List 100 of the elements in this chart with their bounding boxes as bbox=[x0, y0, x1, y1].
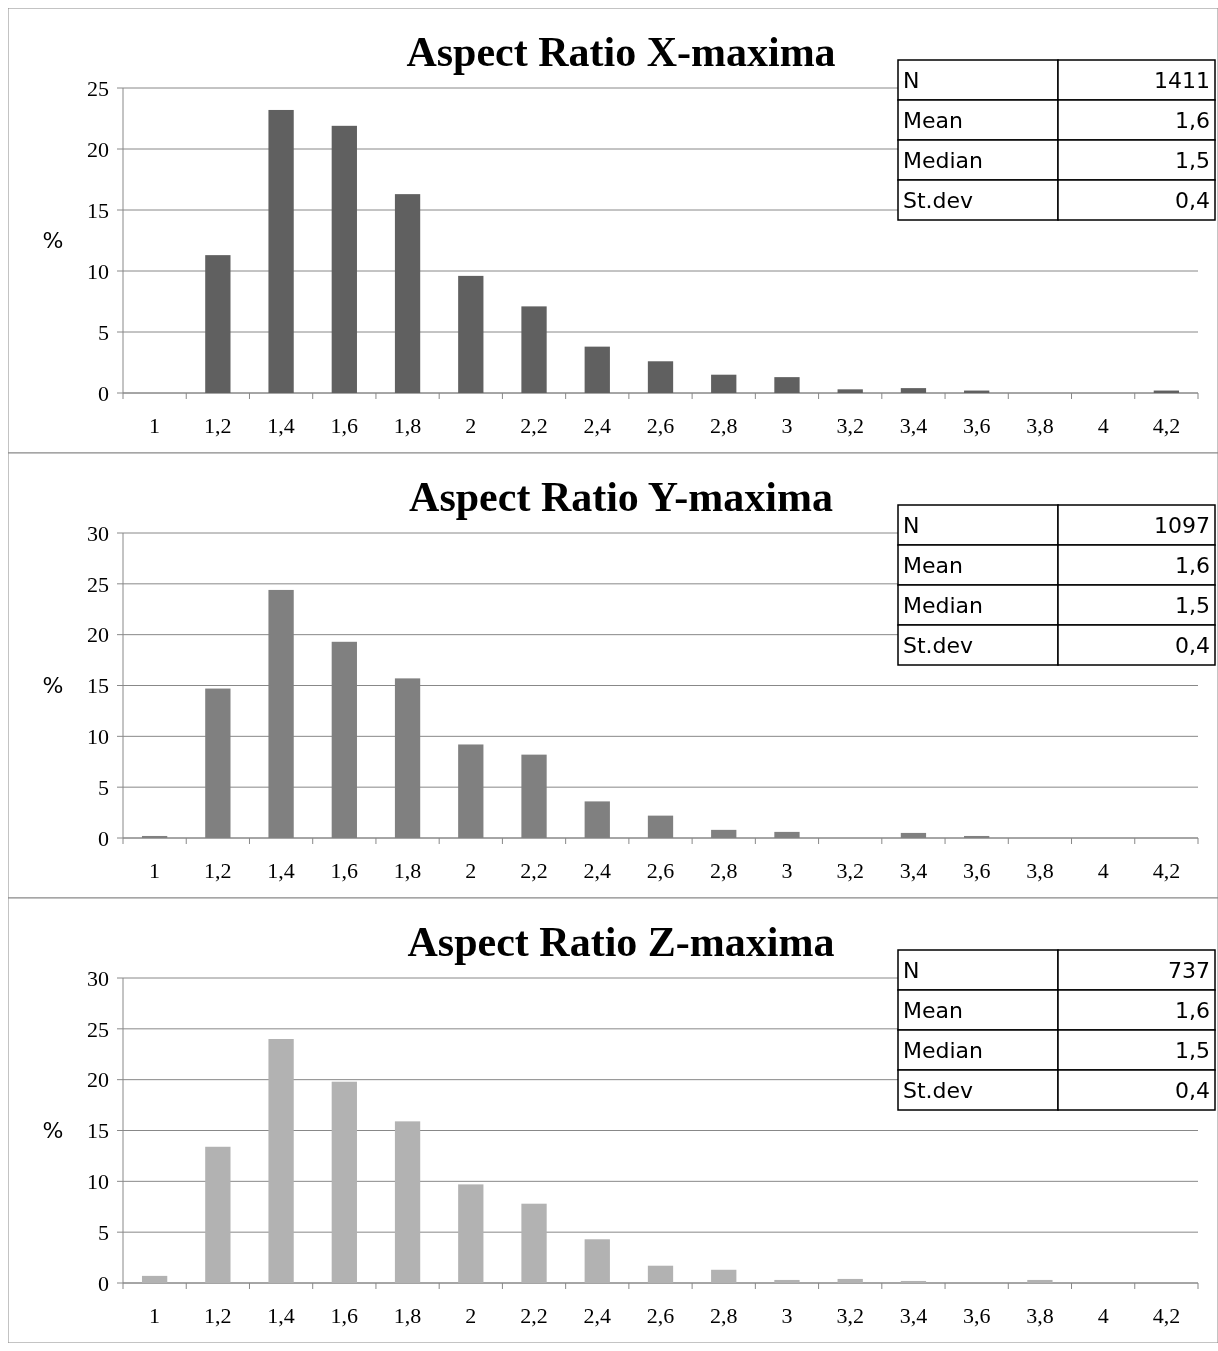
bar bbox=[331, 125, 357, 393]
bar bbox=[394, 194, 421, 393]
y-tick-label: 20 bbox=[87, 1067, 109, 1093]
annotation: Median bbox=[903, 592, 984, 618]
y-axis-title: % bbox=[42, 228, 64, 254]
x-tick-label: 3,8 bbox=[1026, 858, 1054, 883]
x-tick-label: 2,8 bbox=[709, 1303, 738, 1328]
y-tick-label: 15 bbox=[87, 197, 109, 223]
x-tick-label: 4,2 bbox=[1152, 858, 1181, 883]
annotation: 0,4 bbox=[1175, 187, 1210, 213]
x-tick-label: 1,6 bbox=[330, 413, 359, 438]
y-tick-label: 25 bbox=[87, 571, 109, 597]
y-tick-label: 25 bbox=[87, 1016, 109, 1042]
y-tick-label: 20 bbox=[87, 622, 109, 648]
y-tick-label: 25 bbox=[87, 75, 109, 101]
y-tick-label: 0 bbox=[98, 825, 109, 851]
chart-title: Aspect Ratio X-maxima bbox=[406, 29, 836, 75]
annotation: 1,6 bbox=[1175, 107, 1210, 133]
annotation: 1,6 bbox=[1175, 552, 1210, 578]
x-tick-label: 3,4 bbox=[899, 1303, 928, 1328]
y-tick-label: 20 bbox=[87, 136, 109, 162]
x-tick-label: 2,8 bbox=[709, 413, 738, 438]
x-tick-label: 2 bbox=[465, 1303, 477, 1328]
y-tick-label: 0 bbox=[98, 380, 109, 406]
x-tick-label: 2,2 bbox=[520, 413, 548, 438]
annotation: Median bbox=[903, 147, 984, 173]
x-tick-label: 1,4 bbox=[267, 1303, 295, 1328]
bar bbox=[331, 1081, 357, 1283]
bar bbox=[268, 109, 294, 393]
x-tick-label: 3 bbox=[781, 858, 793, 883]
x-tick-label: 1,2 bbox=[204, 858, 232, 883]
bar bbox=[205, 1146, 231, 1283]
x-tick-label: 3,2 bbox=[836, 413, 864, 438]
x-tick-label: 3 bbox=[781, 1303, 793, 1328]
annotation: N bbox=[903, 67, 920, 93]
x-tick-label: 3,6 bbox=[962, 1303, 991, 1328]
y-tick-label: 5 bbox=[98, 1219, 109, 1245]
bar bbox=[1027, 1279, 1053, 1283]
y-tick-label: 0 bbox=[98, 1270, 109, 1296]
x-tick-label: 1,2 bbox=[204, 413, 232, 438]
y-tick-label: 30 bbox=[87, 520, 109, 546]
x-tick-label: 4,2 bbox=[1152, 1303, 1181, 1328]
bar bbox=[394, 1121, 421, 1283]
x-tick-label: 2,4 bbox=[583, 1303, 612, 1328]
chart-title: Aspect Ratio Z-maxima bbox=[407, 919, 835, 965]
x-tick-label: 4 bbox=[1097, 858, 1109, 883]
y-tick-label: 15 bbox=[87, 673, 109, 699]
x-tick-label: 3,2 bbox=[836, 858, 864, 883]
x-tick-label: 1 bbox=[149, 858, 161, 883]
bar bbox=[837, 1278, 863, 1283]
x-tick-label: 2,4 bbox=[583, 413, 612, 438]
x-tick-label: 2,2 bbox=[520, 1303, 548, 1328]
bar bbox=[584, 346, 610, 393]
annotation: 1,5 bbox=[1175, 147, 1210, 173]
annotation: 0,4 bbox=[1175, 632, 1210, 658]
y-axis-title: % bbox=[42, 673, 64, 699]
annotation: 1097 bbox=[1154, 512, 1210, 538]
bar bbox=[458, 1184, 484, 1283]
bar bbox=[900, 388, 927, 393]
x-tick-label: 4,2 bbox=[1152, 413, 1181, 438]
bar bbox=[141, 1275, 168, 1283]
x-tick-label: 4 bbox=[1097, 413, 1109, 438]
x-tick-label: 1 bbox=[149, 413, 161, 438]
annotation: 1,5 bbox=[1175, 592, 1210, 618]
annotation: N bbox=[903, 512, 920, 538]
x-tick-label: 1,8 bbox=[393, 858, 422, 883]
y-axis-title: % bbox=[42, 1118, 64, 1144]
x-tick-label: 1,4 bbox=[267, 413, 295, 438]
x-tick-label: 1,8 bbox=[393, 1303, 422, 1328]
bar bbox=[774, 1279, 800, 1283]
x-tick-label: 3,6 bbox=[962, 413, 991, 438]
y-tick-label: 5 bbox=[98, 774, 109, 800]
x-tick-label: 3,6 bbox=[962, 858, 991, 883]
annotation: Mean bbox=[903, 997, 963, 1023]
y-tick-label: 10 bbox=[87, 724, 109, 750]
bar bbox=[647, 361, 674, 393]
annotation: Mean bbox=[903, 107, 963, 133]
annotation: 1411 bbox=[1154, 67, 1210, 93]
x-tick-label: 1,6 bbox=[330, 1303, 359, 1328]
x-tick-label: 2 bbox=[465, 858, 477, 883]
bar bbox=[900, 1280, 927, 1283]
x-tick-label: 1,6 bbox=[330, 858, 359, 883]
annotation: 1,6 bbox=[1175, 997, 1210, 1023]
annotation: 737 bbox=[1168, 957, 1210, 983]
x-tick-label: 3,4 bbox=[899, 858, 928, 883]
bar bbox=[711, 374, 737, 393]
x-tick-label: 1 bbox=[149, 1303, 161, 1328]
x-tick-label: 3,2 bbox=[836, 1303, 864, 1328]
y-tick-label: 10 bbox=[87, 258, 109, 284]
x-tick-label: 2 bbox=[465, 413, 477, 438]
annotation: Mean bbox=[903, 552, 963, 578]
bar bbox=[711, 1269, 737, 1283]
x-tick-label: 2,2 bbox=[520, 858, 548, 883]
annotation: St.dev bbox=[903, 632, 974, 658]
chart-title: Aspect Ratio Y-maxima bbox=[409, 474, 833, 520]
x-tick-label: 3,8 bbox=[1026, 413, 1054, 438]
x-tick-label: 1,2 bbox=[204, 1303, 232, 1328]
y-tick-label: 30 bbox=[87, 965, 109, 991]
x-tick-label: 3,8 bbox=[1026, 1303, 1054, 1328]
x-tick-label: 2,6 bbox=[646, 1303, 675, 1328]
